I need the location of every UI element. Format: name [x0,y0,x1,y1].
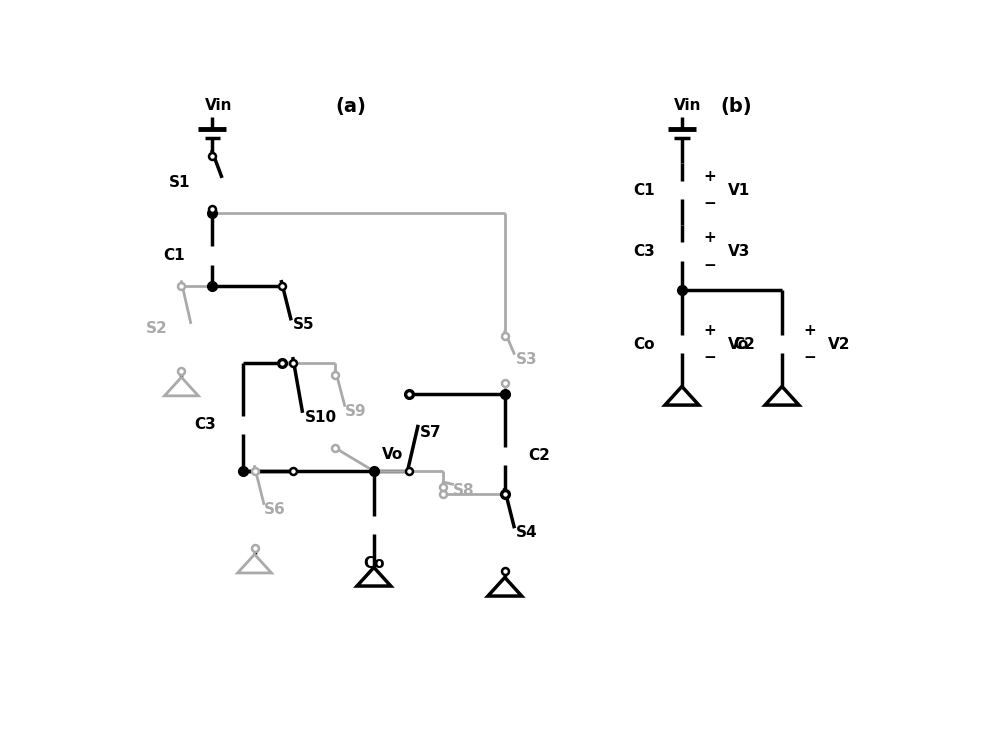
Text: +: + [703,322,716,338]
Text: S3: S3 [516,352,538,367]
Text: −: − [703,350,716,365]
Text: +: + [804,322,816,338]
Text: −: − [804,350,816,365]
Text: Vin: Vin [205,98,232,113]
Text: S5: S5 [293,317,315,332]
Text: S8: S8 [452,483,474,498]
Text: Vo: Vo [382,447,403,462]
Text: S7: S7 [420,425,442,440]
Text: C1: C1 [164,248,185,263]
Text: C2: C2 [733,337,755,352]
Text: +: + [703,230,716,245]
Text: Vin: Vin [674,98,702,113]
Text: Co: Co [633,337,655,352]
Text: +: + [703,169,716,184]
Text: Vo: Vo [728,337,749,352]
Text: −: − [703,258,716,273]
Text: S10: S10 [305,410,337,424]
Text: (b): (b) [720,98,752,116]
Text: V2: V2 [828,337,851,352]
Text: S9: S9 [345,404,366,419]
Text: S4: S4 [516,525,538,540]
Text: −: − [703,196,716,211]
Text: V3: V3 [728,244,750,260]
Text: C2: C2 [528,448,550,464]
Text: Co: Co [363,556,385,571]
Text: S1: S1 [169,175,191,190]
Text: C1: C1 [633,182,655,197]
Text: (a): (a) [335,98,366,116]
Text: S2: S2 [146,321,168,336]
Text: V1: V1 [728,182,750,197]
Text: C3: C3 [194,418,216,433]
Text: S6: S6 [264,503,286,518]
Text: C3: C3 [633,244,655,260]
